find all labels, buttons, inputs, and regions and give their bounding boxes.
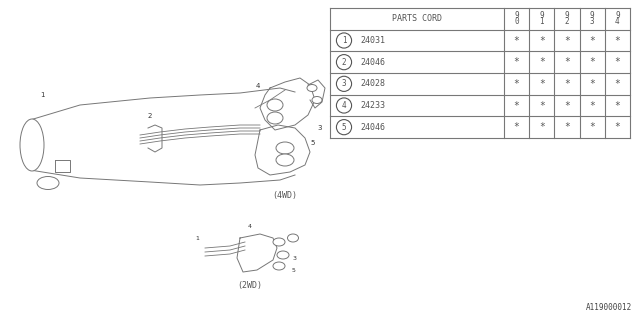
- Text: *: *: [614, 100, 620, 110]
- Text: 1: 1: [40, 92, 44, 98]
- Circle shape: [337, 120, 351, 135]
- Text: 4: 4: [256, 83, 260, 89]
- Text: (4WD): (4WD): [273, 191, 298, 200]
- Ellipse shape: [273, 238, 285, 246]
- Ellipse shape: [287, 234, 298, 242]
- Text: 2: 2: [148, 113, 152, 119]
- Ellipse shape: [20, 119, 44, 171]
- Text: 0: 0: [515, 17, 519, 26]
- Text: *: *: [514, 100, 520, 110]
- Text: *: *: [564, 57, 570, 67]
- Text: 24028: 24028: [360, 79, 385, 88]
- Text: 2: 2: [564, 17, 570, 26]
- Text: 5: 5: [342, 123, 346, 132]
- Text: *: *: [514, 122, 520, 132]
- Ellipse shape: [37, 177, 59, 189]
- Text: 5: 5: [291, 268, 295, 273]
- Ellipse shape: [273, 262, 285, 270]
- Text: 24233: 24233: [360, 101, 385, 110]
- Text: 24046: 24046: [360, 123, 385, 132]
- Text: 5: 5: [311, 140, 315, 146]
- Text: 9: 9: [515, 11, 519, 20]
- Text: *: *: [514, 57, 520, 67]
- Text: *: *: [539, 100, 545, 110]
- Text: *: *: [514, 79, 520, 89]
- Text: *: *: [589, 36, 595, 45]
- Ellipse shape: [276, 154, 294, 166]
- Circle shape: [337, 76, 351, 92]
- Text: *: *: [564, 122, 570, 132]
- Text: *: *: [614, 122, 620, 132]
- Text: (2WD): (2WD): [237, 281, 262, 290]
- Text: 4: 4: [248, 224, 252, 229]
- Text: 3: 3: [590, 17, 595, 26]
- Text: A119000012: A119000012: [586, 303, 632, 312]
- Bar: [330, 8, 630, 138]
- Text: *: *: [539, 36, 545, 45]
- Text: 24031: 24031: [360, 36, 385, 45]
- Text: *: *: [514, 36, 520, 45]
- Ellipse shape: [307, 84, 317, 92]
- Text: *: *: [589, 122, 595, 132]
- Ellipse shape: [312, 97, 322, 103]
- Ellipse shape: [267, 112, 283, 124]
- Ellipse shape: [276, 142, 294, 154]
- Text: *: *: [539, 122, 545, 132]
- Text: 4: 4: [342, 101, 346, 110]
- Text: PARTS CORD: PARTS CORD: [392, 14, 442, 23]
- Text: *: *: [564, 79, 570, 89]
- Text: *: *: [589, 79, 595, 89]
- Text: 1: 1: [342, 36, 346, 45]
- Circle shape: [337, 98, 351, 113]
- Text: *: *: [564, 100, 570, 110]
- Text: 3: 3: [293, 256, 297, 261]
- Text: 9: 9: [540, 11, 544, 20]
- Circle shape: [337, 33, 351, 48]
- Text: 4: 4: [615, 17, 620, 26]
- Text: 9: 9: [590, 11, 595, 20]
- Text: 3: 3: [317, 125, 323, 131]
- Ellipse shape: [267, 99, 283, 111]
- Text: *: *: [564, 36, 570, 45]
- Text: 1: 1: [540, 17, 544, 26]
- Text: *: *: [539, 79, 545, 89]
- Text: 9: 9: [564, 11, 570, 20]
- Text: *: *: [539, 57, 545, 67]
- Text: 2: 2: [342, 58, 346, 67]
- Text: 24046: 24046: [360, 58, 385, 67]
- Text: *: *: [614, 36, 620, 45]
- Text: 1: 1: [195, 236, 199, 241]
- Text: *: *: [589, 57, 595, 67]
- Text: 9: 9: [615, 11, 620, 20]
- Circle shape: [337, 55, 351, 70]
- Text: *: *: [614, 57, 620, 67]
- Text: 3: 3: [342, 79, 346, 88]
- Ellipse shape: [277, 251, 289, 259]
- Text: *: *: [614, 79, 620, 89]
- Text: *: *: [589, 100, 595, 110]
